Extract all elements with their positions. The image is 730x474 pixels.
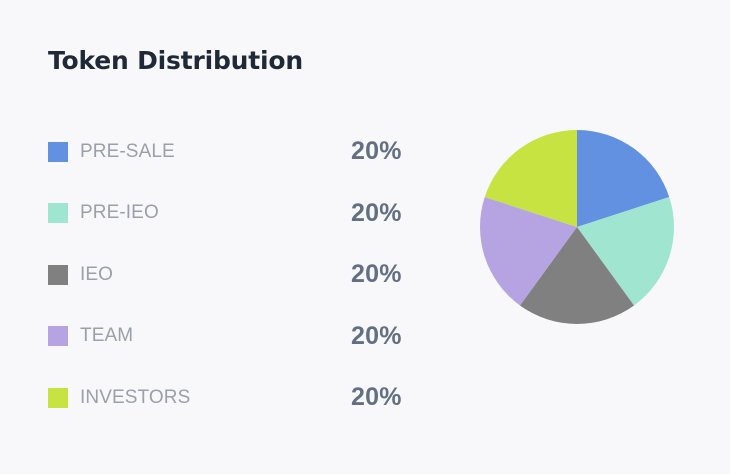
legend-item: INVESTORS 20% [48, 367, 428, 429]
legend-label: IEO [80, 263, 114, 285]
legend-value: 20% [351, 198, 402, 227]
legend-swatch [48, 326, 68, 347]
legend-label: INVESTORS [80, 386, 191, 408]
legend-swatch [48, 141, 68, 162]
legend-swatch [48, 203, 68, 224]
legend-value: 20% [351, 383, 402, 412]
pie-slice-investors [484, 130, 577, 227]
legend-item: PRE-IEO 20% [48, 183, 428, 245]
legend-item: IEO 20% [48, 244, 428, 306]
legend-label: PRE-IEO [80, 202, 159, 224]
legend: PRE-SALE 20% PRE-IEO 20% IEO 20% TEAM 20… [48, 121, 428, 429]
pie-chart-svg [480, 130, 674, 324]
legend-item: TEAM 20% [48, 306, 428, 368]
legend-swatch [48, 264, 68, 285]
pie-chart [476, 126, 678, 328]
legend-value: 20% [351, 260, 402, 289]
pie-slice-pre-ieo [577, 197, 674, 306]
chart-title: Token Distribution [48, 46, 303, 75]
pie-slice-team [480, 197, 577, 306]
legend-swatch [48, 387, 68, 408]
legend-label: TEAM [80, 325, 134, 347]
pie-slice-ieo [519, 227, 635, 324]
legend-value: 20% [351, 321, 402, 350]
legend-value: 20% [351, 137, 402, 166]
pie-slice-pre-sale [577, 130, 670, 227]
legend-item: PRE-SALE 20% [48, 121, 428, 183]
legend-label: PRE-SALE [80, 140, 175, 162]
